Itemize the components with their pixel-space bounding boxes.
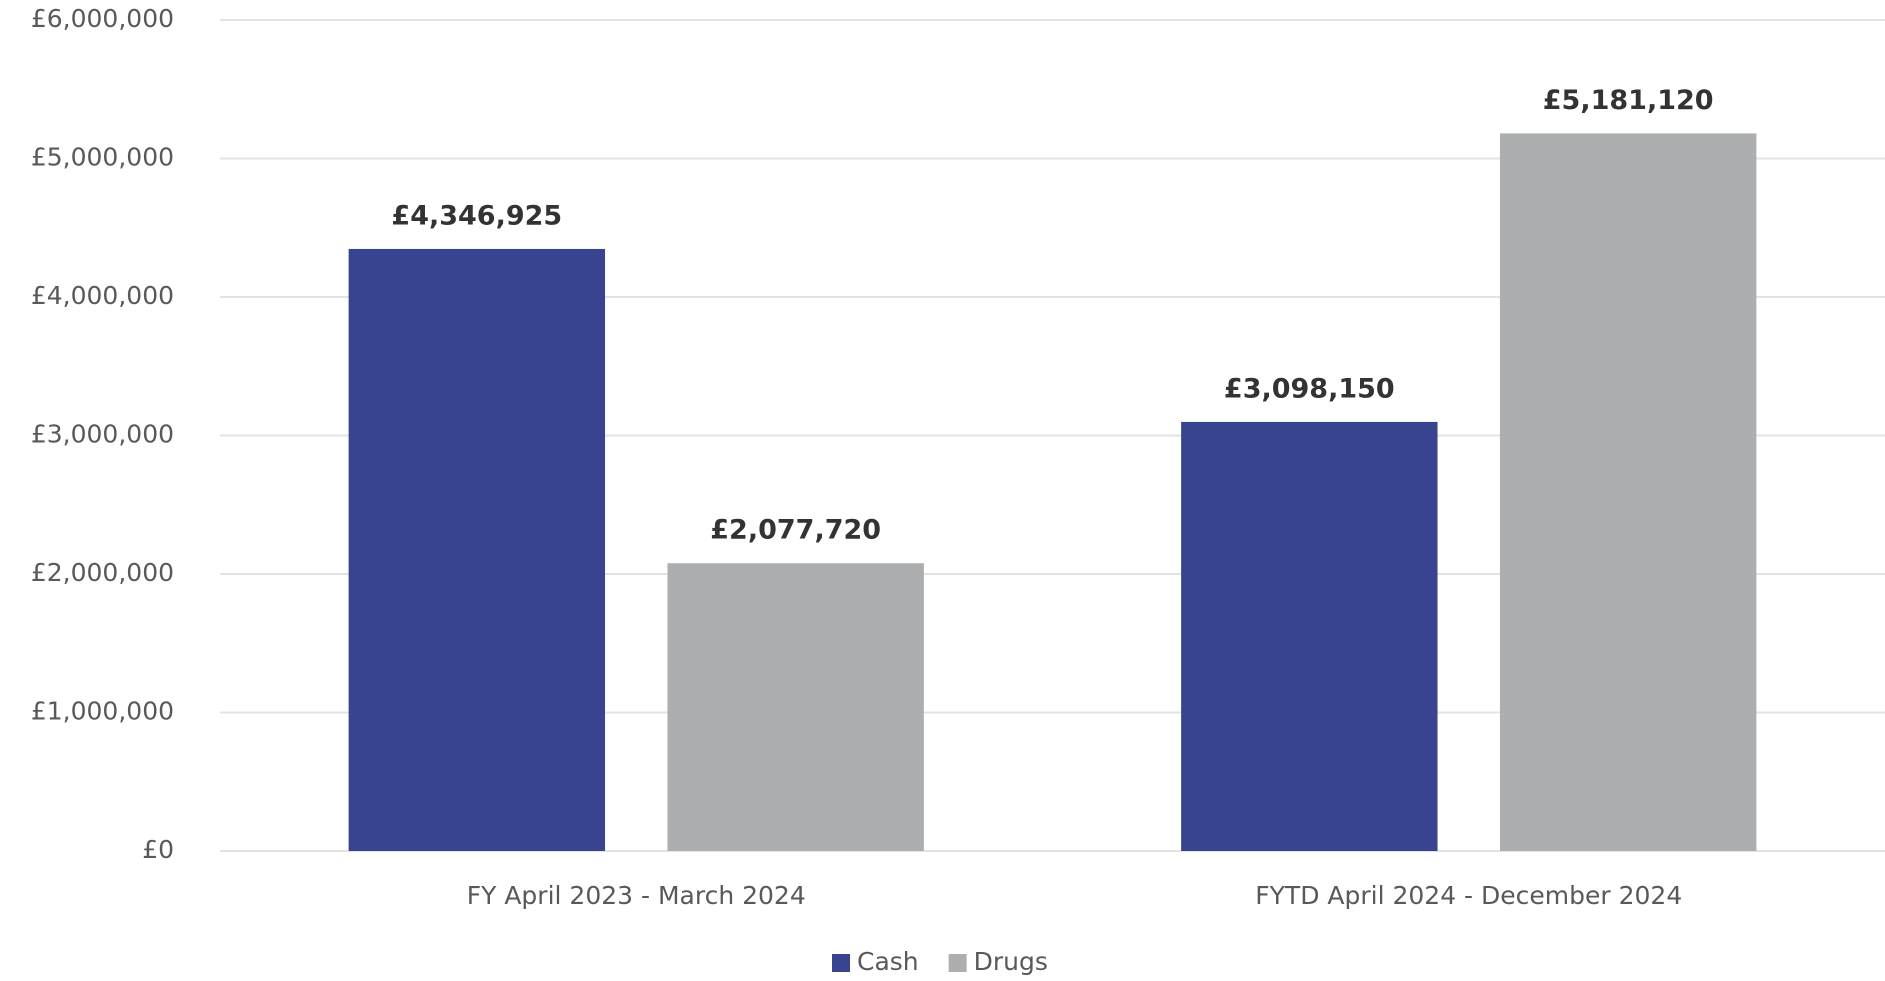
- x-tick-label: FY April 2023 - March 2024: [467, 881, 806, 910]
- y-tick-label: £6,000,000: [31, 4, 174, 33]
- bar: [1499, 133, 1757, 851]
- y-tick-label: £1,000,000: [31, 697, 174, 726]
- legend-label: Cash: [857, 947, 919, 976]
- y-tick-label: £0: [142, 835, 174, 864]
- y-tick-label: £3,000,000: [31, 420, 174, 449]
- legend-swatch: [832, 954, 850, 972]
- data-label: £5,181,120: [1543, 85, 1714, 116]
- legend-swatch: [948, 954, 967, 972]
- bar: [348, 248, 606, 852]
- data-label: £3,098,150: [1224, 373, 1395, 404]
- data-label: £4,346,925: [391, 200, 562, 231]
- bar: [667, 563, 924, 851]
- y-tick-label: £5,000,000: [31, 143, 174, 172]
- y-tick-label: £2,000,000: [31, 558, 174, 587]
- legend-label: Drugs: [974, 947, 1048, 976]
- data-label: £2,077,720: [710, 515, 881, 546]
- x-tick-label: FYTD April 2024 - December 2024: [1255, 881, 1682, 910]
- y-tick-label: £4,000,000: [31, 281, 174, 310]
- bar: [1181, 421, 1438, 851]
